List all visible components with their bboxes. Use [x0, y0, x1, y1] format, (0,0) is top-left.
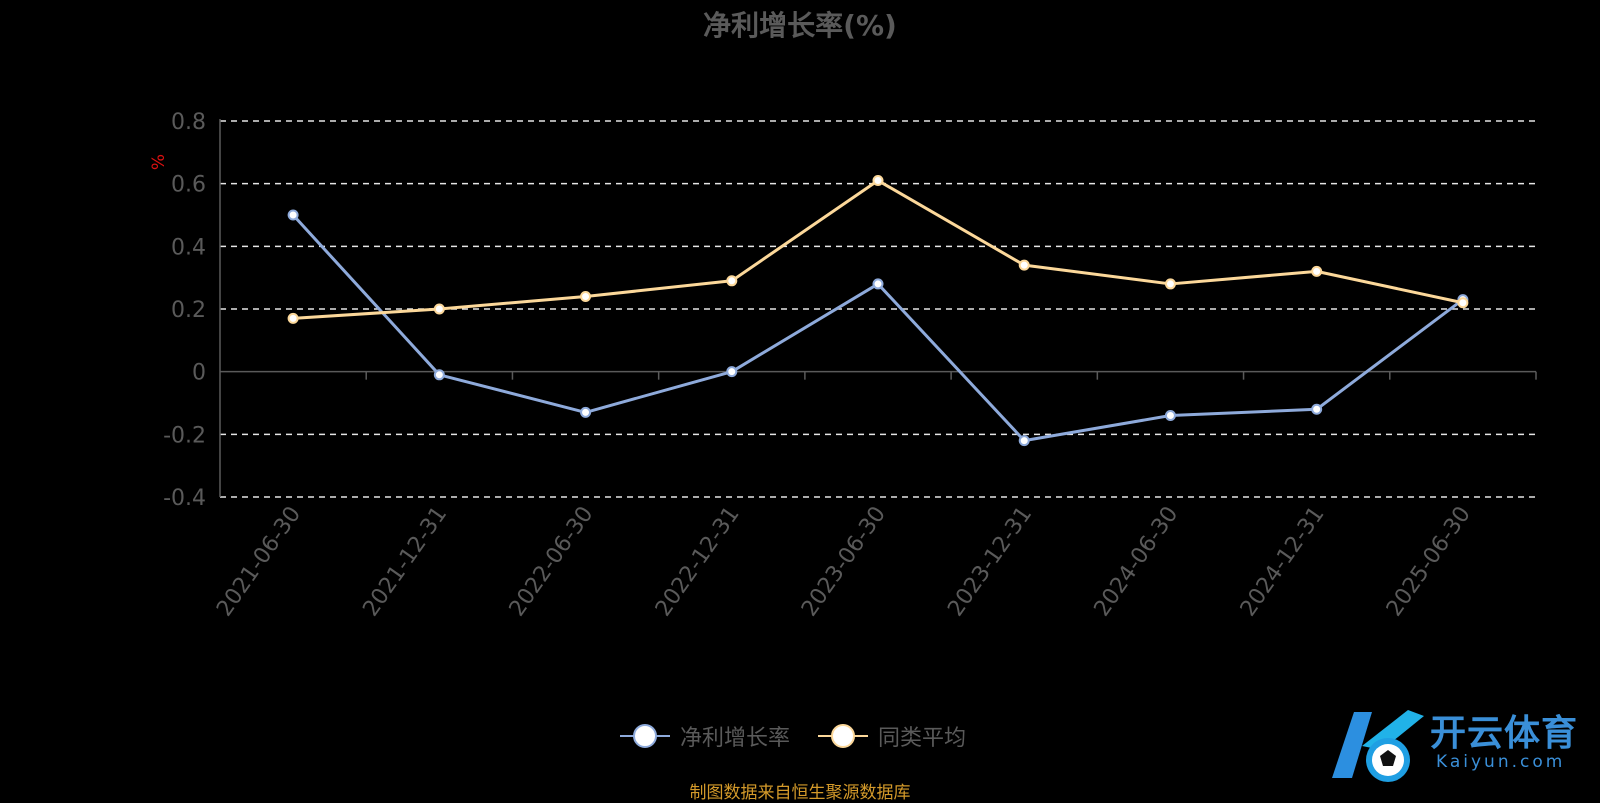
data-point-1	[1164, 410, 1176, 422]
legend-marker	[831, 724, 856, 748]
x-tick-label: 2024-06-30	[1090, 502, 1184, 621]
data-point-2	[433, 303, 445, 315]
legend-item-net-profit-growth[interactable]: 净利增长率	[620, 720, 790, 752]
data-point-2	[1018, 259, 1030, 271]
data-point-1	[287, 209, 299, 221]
y-tick-label: 0.2	[171, 298, 206, 323]
legend-label: 净利增长率	[680, 726, 791, 751]
y-tick-label: 0.6	[171, 173, 206, 198]
legend-marker	[633, 724, 657, 748]
data-point-1	[872, 278, 884, 290]
x-tick-label: 2021-12-31	[358, 502, 452, 621]
series-line-2	[293, 179, 1464, 320]
data-point-1	[1018, 435, 1030, 447]
legend-symbol	[818, 724, 869, 748]
source-note: 制图数据来自恒生聚源数据库	[689, 783, 911, 803]
y-tick-label: -0.2	[163, 423, 206, 448]
x-tick-label: 2022-06-30	[505, 502, 599, 621]
logo-icon	[1332, 710, 1424, 782]
data-point-1	[726, 366, 738, 378]
y-tick-label: -0.4	[163, 486, 206, 511]
series-line-1	[292, 213, 1464, 443]
legend-label: 同类平均	[878, 726, 967, 751]
data-point-2	[726, 275, 738, 287]
x-tick-label: 2024-12-31	[1236, 502, 1330, 621]
x-tick-label: 2023-12-31	[943, 502, 1037, 621]
data-point-1	[433, 369, 445, 381]
x-tick-label: 2025-06-30	[1382, 502, 1476, 621]
y-axis-label: %	[149, 154, 169, 170]
x-tick-label: 2022-12-31	[651, 502, 745, 621]
data-point-2	[1311, 265, 1323, 277]
data-point-2	[580, 290, 592, 302]
data-point-1	[1311, 403, 1323, 415]
legend: 净利增长率 同类平均	[620, 718, 994, 754]
legend-symbol	[620, 724, 670, 748]
x-tick-label: 2021-06-30	[212, 502, 306, 621]
watermark-logo: 开云体育 Kaiyun.com	[1312, 700, 1592, 790]
legend-item-peer-average[interactable]: 同类平均	[818, 720, 966, 752]
data-point-2	[1457, 297, 1469, 309]
y-tick-label: 0.4	[171, 235, 206, 260]
x-tick-label: 2023-06-30	[797, 502, 891, 621]
data-point-2	[1164, 278, 1176, 290]
data-point-2	[872, 175, 884, 187]
watermark-subtext: Kaiyun.com	[1436, 752, 1566, 772]
y-tick-label: 0.8	[171, 110, 206, 135]
y-tick-label: 0	[192, 361, 206, 386]
watermark-text: 开云体育	[1430, 713, 1579, 754]
chart-title: 净利增长率(%)	[703, 9, 897, 42]
data-point-1	[580, 406, 592, 418]
data-point-2	[287, 312, 299, 324]
